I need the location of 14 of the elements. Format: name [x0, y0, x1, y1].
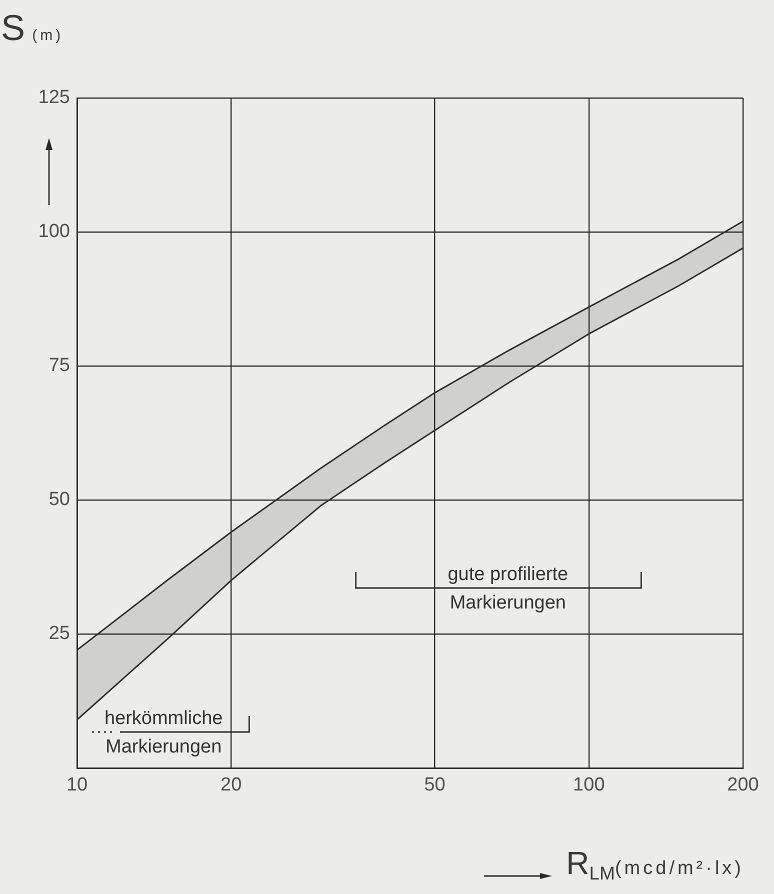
x-tick-label: 50 [424, 774, 446, 796]
y-tick-label: 50 [48, 489, 70, 510]
x-tick-label: 20 [220, 774, 242, 796]
y-axis-title: S (m) [1, 7, 64, 48]
x-axis-title: R$_{LM}$(mcd/m²·lx) [566, 845, 744, 884]
x-tick-label: 200 [727, 774, 759, 796]
x-tick-label: 10 [66, 774, 88, 796]
annotation: herkömmliche Markierungen [104, 708, 223, 758]
y-tick-label: 125 [38, 87, 70, 108]
y-tick-label: 100 [38, 221, 70, 242]
x-tick-label: 100 [573, 774, 605, 796]
y-tick-label: 75 [48, 355, 70, 376]
annotation: gute profilierte Markierungen [448, 564, 568, 614]
y-tick-label: 25 [48, 623, 70, 644]
